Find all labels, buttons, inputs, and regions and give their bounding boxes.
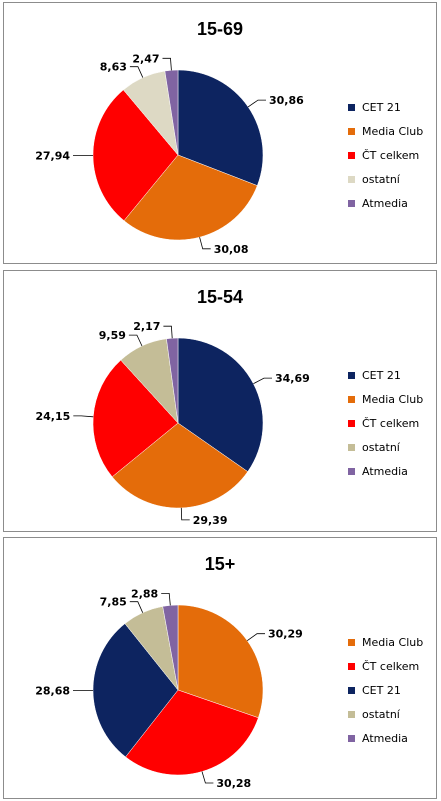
legend-label: CET 21	[362, 101, 401, 114]
leader-line	[163, 325, 173, 339]
legend-swatch-atmedia	[348, 735, 355, 742]
pie-chart-3: 15+ 30,29 30,28 28,68 7,85 2,88 Media Club ČT c…	[35, 554, 423, 790]
legend-label: ostatní	[362, 173, 401, 186]
leader-line	[201, 771, 214, 784]
chart-title: 15-69	[197, 19, 243, 39]
chart-title: 15+	[205, 554, 236, 574]
leader-line	[199, 237, 211, 250]
legend-swatch-ostatni	[348, 176, 355, 183]
legend-label: ostatní	[362, 708, 401, 721]
legend-swatch-cet-21	[348, 687, 355, 694]
data-label: 2,17	[133, 320, 160, 333]
legend-label: Atmedia	[362, 732, 408, 745]
data-label: 2,88	[131, 587, 158, 600]
chart-panel-1: 15-69 30,86 30,08 27,94 8,63 2,47 CET 21 Media …	[3, 2, 437, 264]
pie-slice-atmedia	[162, 604, 179, 691]
data-label: 29,39	[193, 514, 228, 527]
legend-swatch-cet-21	[348, 104, 355, 111]
legend-label: ČT celkem	[362, 417, 419, 430]
pie-chart-1: 15-69 30,86 30,08 27,94 8,63 2,47 CET 21 Media …	[35, 19, 423, 256]
leader-line	[162, 57, 172, 71]
legend-swatch-atmedia	[348, 468, 355, 475]
leader-line	[129, 66, 144, 78]
data-label: 7,85	[100, 596, 127, 609]
legend-swatch-ostatni	[348, 444, 355, 451]
legend-swatch-atmedia	[348, 200, 355, 207]
legend-label: Media Club	[362, 393, 423, 406]
leader-line	[161, 593, 171, 606]
legend-label: Media Club	[362, 125, 423, 138]
data-label: 30,29	[268, 628, 303, 641]
legend-swatch-ostatni	[348, 711, 355, 718]
data-label: 30,28	[216, 777, 251, 790]
pie-slice-cet-21	[177, 337, 264, 472]
leader-line	[247, 99, 266, 108]
pie-slice-cet-21	[177, 69, 264, 186]
legend-swatch-cet-21	[348, 372, 355, 379]
pie-slice-ct-celkem	[92, 89, 179, 222]
data-label: 27,94	[35, 150, 70, 163]
data-label: 8,63	[100, 61, 127, 74]
leader-line	[246, 633, 265, 642]
data-label: 9,59	[99, 329, 126, 342]
data-label: 30,86	[269, 94, 304, 107]
legend-label: Media Club	[362, 636, 423, 649]
pie-slice-cet-21	[92, 623, 179, 758]
legend-label: Atmedia	[362, 465, 408, 478]
pie-slice-media-club	[111, 422, 249, 509]
legend-label: CET 21	[362, 369, 401, 382]
pie-slice-media-club	[123, 154, 258, 241]
data-label: 24,15	[36, 410, 71, 423]
legend-swatch-ct-celkem	[348, 663, 355, 670]
legend-swatch-media-club	[348, 396, 355, 403]
data-label: 30,08	[214, 243, 249, 256]
leader-line	[253, 377, 272, 385]
leader-line	[180, 507, 190, 521]
legend-label: ČT celkem	[362, 149, 419, 162]
data-label: 28,68	[35, 685, 70, 698]
leader-line	[73, 415, 94, 418]
chart-title: 15-54	[197, 287, 243, 307]
legend-label: Atmedia	[362, 197, 408, 210]
legend-label: ČT celkem	[362, 660, 419, 673]
leader-line	[129, 601, 144, 613]
legend-swatch-media-club	[348, 639, 355, 646]
legend-swatch-ct-celkem	[348, 420, 355, 427]
data-label: 34,69	[275, 372, 310, 385]
chart-panel-2: 15-54 34,69 29,39 24,15 9,59 2,17 CET 21 Media …	[3, 270, 437, 532]
chart-panel-3: 15+ 30,29 30,28 28,68 7,85 2,88 Media Club ČT c…	[3, 537, 437, 799]
legend-swatch-ct-celkem	[348, 152, 355, 159]
legend-label: CET 21	[362, 684, 401, 697]
pie-slice-ct-celkem	[92, 359, 179, 478]
leader-line	[128, 334, 143, 347]
data-label: 2,47	[132, 52, 159, 65]
legend-label: ostatní	[362, 441, 401, 454]
legend-swatch-media-club	[348, 128, 355, 135]
pie-chart-2: 15-54 34,69 29,39 24,15 9,59 2,17 CET 21 Media …	[36, 287, 424, 527]
